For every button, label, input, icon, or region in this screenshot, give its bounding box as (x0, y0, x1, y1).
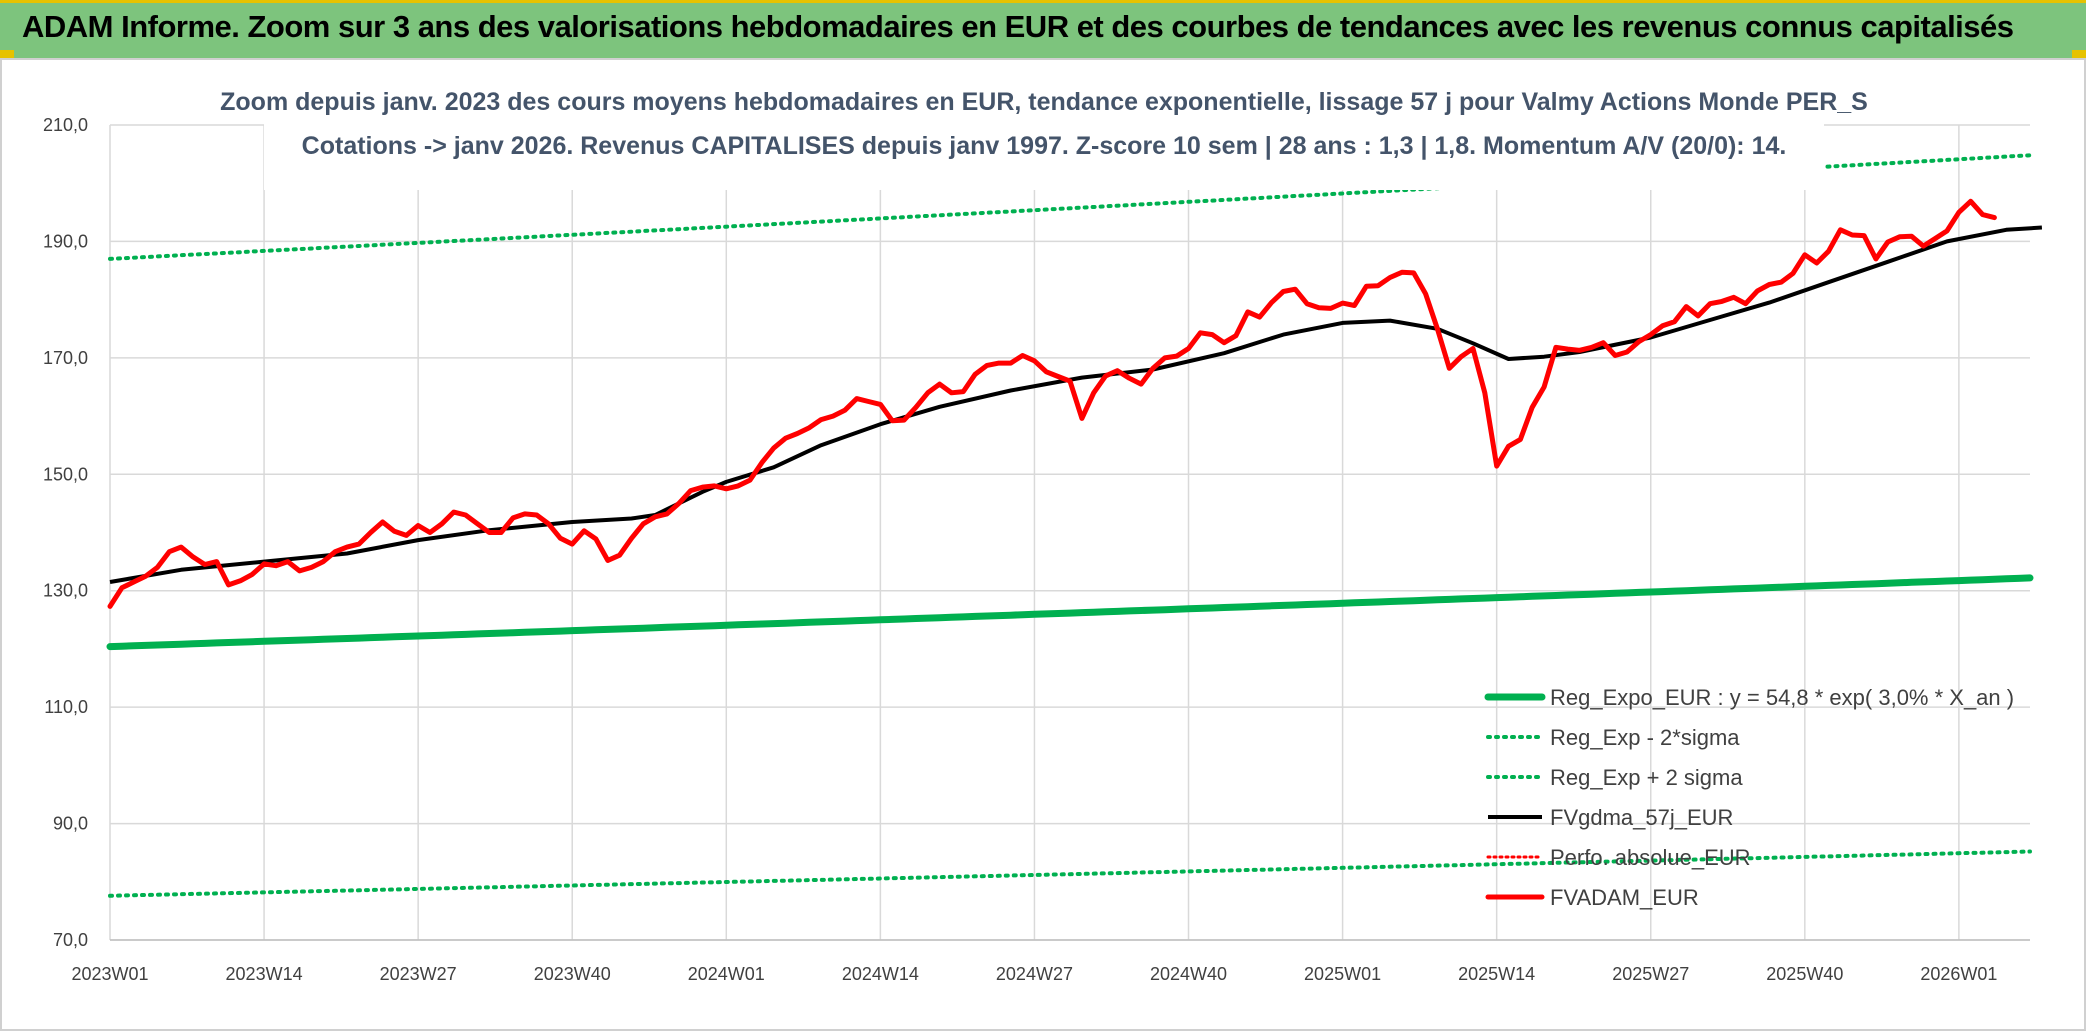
legend: Reg_Expo_EUR : y = 54,8 * exp( 3,0% * X_… (1484, 685, 2014, 910)
x-tick-label: 2023W01 (71, 964, 148, 984)
x-tick-label: 2024W40 (1150, 964, 1227, 984)
x-tick-label: 2024W14 (842, 964, 919, 984)
legend-label-5: FVADAM_EUR (1550, 885, 1699, 910)
legend-label-2: Reg_Exp + 2 sigma (1550, 765, 1743, 790)
y-tick-label: 170,0 (43, 348, 88, 368)
report-banner: ADAM Informe. Zoom sur 3 ans des valoris… (0, 0, 2086, 58)
x-tick-label: 2025W14 (1458, 964, 1535, 984)
series-line-1 (108, 849, 2032, 898)
corner-mark-right (2072, 50, 2086, 60)
chart-title-line2: Cotations -> janv 2026. Revenus CAPITALI… (302, 132, 1787, 160)
report-title: ADAM Informe. Zoom sur 3 ans des valoris… (22, 9, 2014, 44)
y-tick-label: 90,0 (53, 814, 88, 834)
series-line-5 (107, 198, 1997, 609)
x-tick-label: 2023W27 (380, 964, 457, 984)
y-tick-label: 70,0 (53, 930, 88, 950)
x-tick-label: 2025W40 (1766, 964, 1843, 984)
legend-label-3: FVgdma_57j_EUR (1550, 805, 1733, 830)
line-chart: 70,0 90,0 110,0 130,0 150,0 170,0 190,0 210,0 2… (43, 82, 2043, 984)
x-tick-label: 2025W27 (1612, 964, 1689, 984)
title-backdrop (264, 82, 1824, 190)
x-tick-label: 2023W14 (226, 964, 303, 984)
x-tick-label: 2024W01 (688, 964, 765, 984)
x-tick-label: 2024W27 (996, 964, 1073, 984)
y-tick-label: 190,0 (43, 231, 88, 251)
series-line-0 (106, 574, 2034, 651)
legend-label-4: Perfo. absolue_EUR (1550, 845, 1751, 870)
x-axis: 2023W01 2023W14 2023W27 2023W40 2024W01 2024W… (71, 939, 2030, 984)
y-tick-label: 110,0 (44, 697, 88, 717)
series-group (106, 153, 2043, 898)
y-tick-label: 130,0 (43, 581, 88, 601)
legend-label-0: Reg_Expo_EUR : y = 54,8 * exp( 3,0% * X_… (1550, 685, 2014, 710)
y-tick-label: 150,0 (43, 464, 88, 484)
x-tick-label: 2026W01 (1920, 964, 1997, 984)
legend-label-1: Reg_Exp - 2*sigma (1550, 725, 1740, 750)
chart-frame: 70,0 90,0 110,0 130,0 150,0 170,0 190,0 210,0 2… (0, 58, 2086, 1031)
corner-mark-left (0, 50, 14, 60)
chart-title-line1: Zoom depuis janv. 2023 des cours moyens … (220, 88, 1868, 116)
y-axis: 70,0 90,0 110,0 130,0 150,0 170,0 190,0 210,0 (43, 115, 88, 950)
x-tick-label: 2025W01 (1304, 964, 1381, 984)
x-tick-label: 2023W40 (534, 964, 611, 984)
y-tick-label: 210,0 (43, 115, 88, 135)
